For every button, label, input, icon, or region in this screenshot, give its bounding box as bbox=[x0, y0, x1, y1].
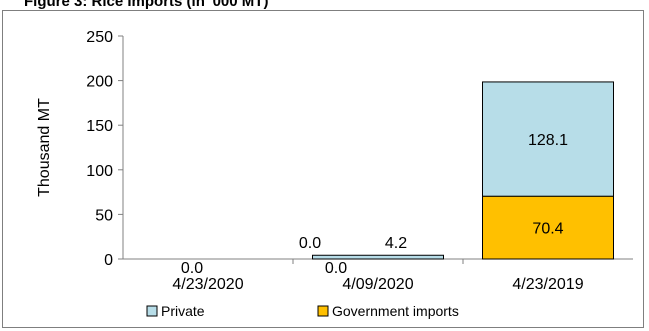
data-label-government: 70.4 bbox=[532, 221, 563, 238]
data-label-private: 0.0 bbox=[299, 235, 321, 252]
x-category-label: 4/23/2020 bbox=[172, 276, 243, 293]
legend-label-private: Private bbox=[161, 303, 205, 319]
legend-swatch-private bbox=[146, 305, 158, 317]
y-tick-label: 250 bbox=[86, 29, 113, 46]
legend-swatch-government bbox=[317, 305, 329, 317]
x-category-label: 4/23/2019 bbox=[512, 276, 583, 293]
bar-private bbox=[312, 254, 444, 260]
data-label-private: 128.1 bbox=[528, 132, 568, 149]
data-label-government: 0.0 bbox=[181, 260, 203, 277]
y-tick-label: 0 bbox=[104, 252, 113, 269]
chart-frame: 0 50 100 150 200 250 Thousand MT 0.0 0.0 4/23/202… bbox=[2, 10, 644, 328]
y-axis-title: Thousand MT bbox=[36, 98, 53, 197]
y-tick-label: 100 bbox=[86, 163, 113, 180]
legend-label-government: Government imports bbox=[332, 303, 459, 319]
y-tick-label: 150 bbox=[86, 118, 113, 135]
x-category-label: 4/09/2020 bbox=[342, 276, 413, 293]
data-label-private: 4.2 bbox=[385, 235, 407, 252]
y-tick-label: 200 bbox=[86, 74, 113, 91]
data-label-government: 0.0 bbox=[325, 260, 347, 277]
bar-private bbox=[482, 81, 614, 197]
y-tick-label: 50 bbox=[95, 207, 113, 224]
figure-title: Figure 3: Rice Imports (in '000 MT) bbox=[24, 0, 269, 10]
